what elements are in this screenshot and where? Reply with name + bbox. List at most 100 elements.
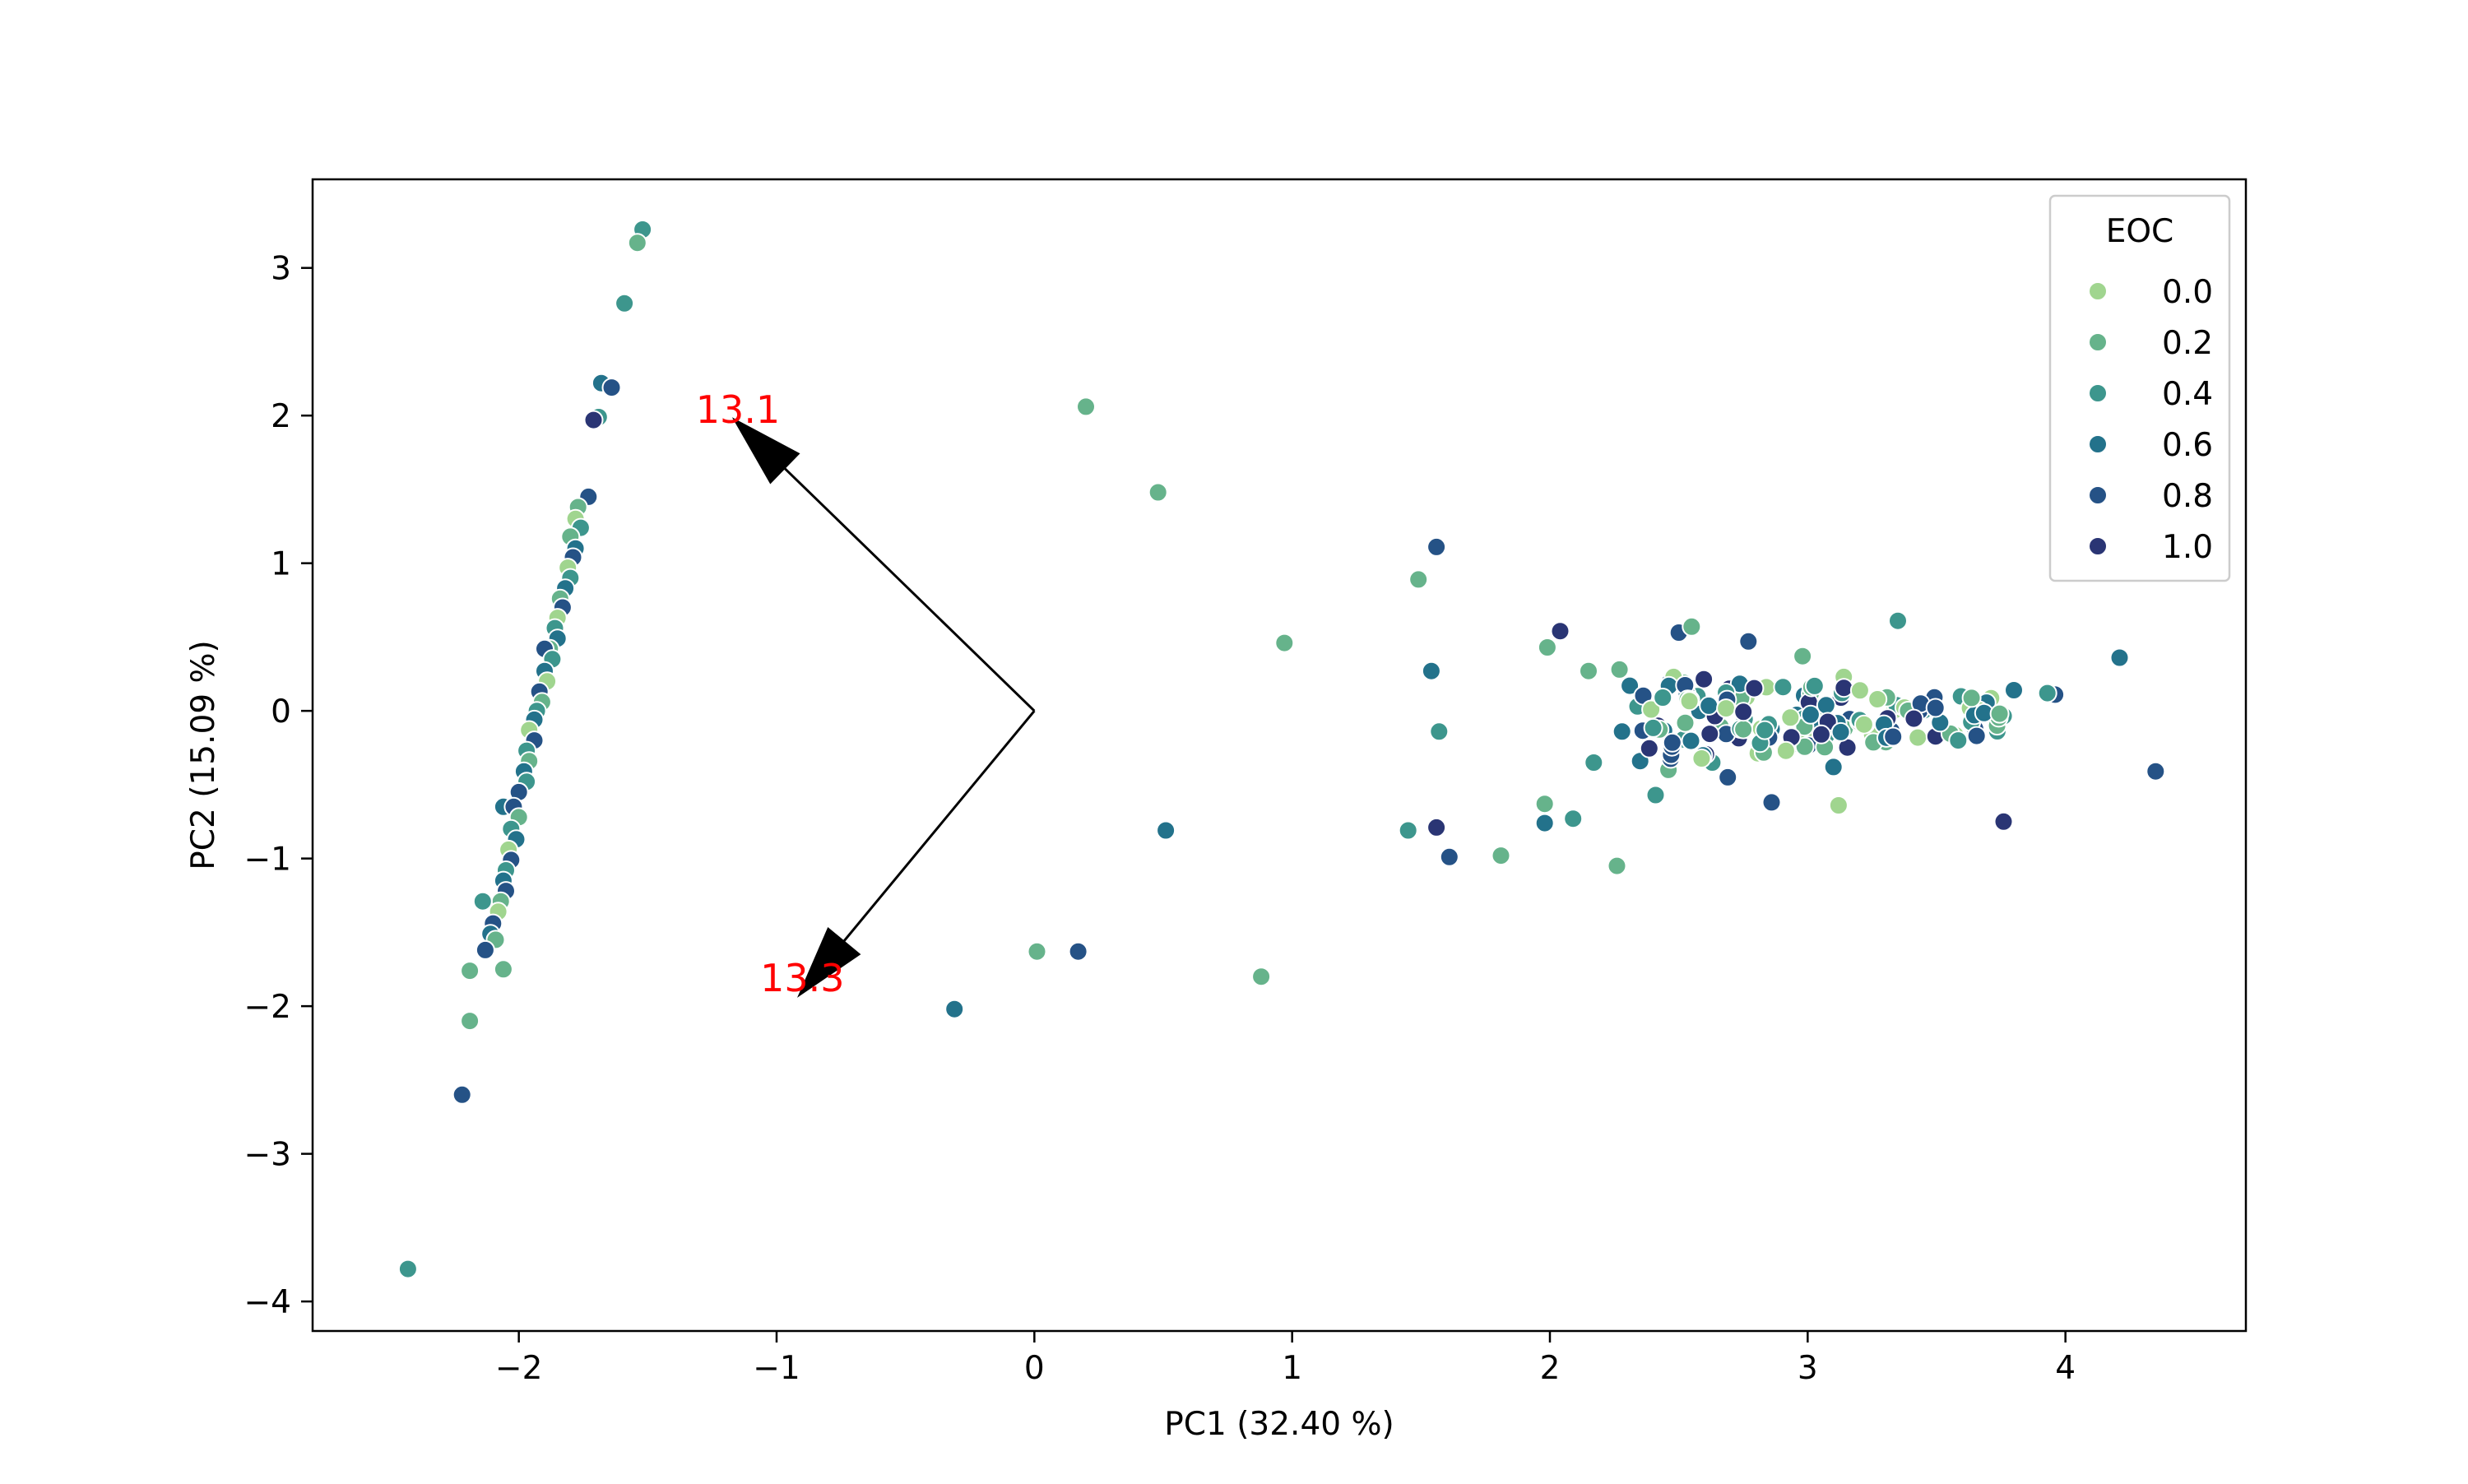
data-point: [1716, 698, 1737, 719]
data-point: [1537, 638, 1557, 657]
data-point: [1744, 678, 1765, 698]
data-point: [1534, 813, 1555, 833]
data-point: [1948, 730, 1969, 751]
data-point: [1925, 698, 1946, 718]
data-point: [1867, 689, 1888, 709]
data-point: [1966, 726, 1987, 746]
data-point: [1643, 717, 1663, 738]
y-tick-label: −3: [244, 1137, 292, 1174]
data-point: [1274, 633, 1295, 653]
y-tick-label: 2: [271, 398, 291, 435]
data-point: [452, 1084, 472, 1105]
plot-frame: [311, 178, 2248, 1333]
legend-label: 0.8: [2162, 478, 2213, 515]
data-point: [493, 959, 513, 980]
data-point: [1830, 721, 1851, 742]
x-tick-label: 3: [1798, 1350, 1818, 1387]
data-point: [1853, 714, 1874, 735]
data-point: [2146, 761, 2166, 781]
data-point: [1421, 661, 1441, 681]
data-point: [1398, 820, 1418, 841]
data-point: [1076, 397, 1096, 417]
data-point: [1811, 724, 1831, 744]
data-point: [2037, 683, 2057, 703]
data-point: [601, 378, 622, 398]
y-tick-label: 3: [271, 251, 291, 288]
data-point: [1612, 721, 1632, 742]
data-point: [1733, 719, 1754, 740]
data-point: [1823, 757, 1844, 777]
x-axis: −2 −1 0 1 2 3 4: [495, 1331, 2076, 1387]
legend-marker: [2088, 434, 2108, 454]
data-point: [472, 891, 493, 911]
data-point: [1427, 817, 1447, 837]
data-point: [944, 999, 965, 1019]
data-point: [1579, 661, 1598, 681]
data-point: [1408, 569, 1429, 590]
points-layer: [397, 220, 2166, 1279]
data-point: [1755, 720, 1775, 740]
data-point: [1699, 695, 1719, 716]
x-tick-label: −1: [753, 1350, 800, 1387]
loading-arrow-head: [731, 417, 800, 485]
data-point: [1989, 703, 2010, 724]
data-point: [1828, 795, 1849, 815]
y-axis: −4 −3 −2 −1 0 1 2 3: [244, 251, 313, 1321]
data-point: [1148, 482, 1168, 503]
data-point: [1681, 730, 1701, 751]
data-point: [1662, 732, 1682, 753]
legend-label: 1.0: [2162, 529, 2213, 566]
x-tick-label: 1: [1282, 1350, 1302, 1387]
data-point: [1068, 941, 1088, 962]
data-point: [1679, 691, 1700, 712]
data-point: [1888, 610, 1908, 631]
data-point: [1793, 646, 1813, 666]
data-point: [1904, 708, 1924, 729]
data-point: [460, 1011, 480, 1032]
data-point: [1491, 846, 1511, 866]
y-tick-label: −4: [244, 1284, 292, 1321]
data-point: [1429, 721, 1450, 742]
data-point: [1761, 792, 1782, 813]
data-point: [1800, 704, 1821, 725]
data-point: [1156, 820, 1176, 841]
data-point: [1427, 536, 1447, 557]
loading-label: 13.3: [760, 956, 844, 1000]
data-point: [1780, 707, 1801, 728]
data-point: [1534, 794, 1555, 814]
x-axis-label: PC1 (32.40 %): [1164, 1406, 1394, 1443]
data-point: [1550, 621, 1570, 642]
data-point: [1961, 688, 1982, 708]
x-tick-label: 2: [1540, 1350, 1561, 1387]
legend-marker: [2088, 536, 2108, 556]
legend-marker: [2088, 281, 2108, 301]
legend-label: 0.6: [2162, 427, 2213, 464]
y-tick-label: 1: [271, 546, 291, 583]
x-tick-label: 0: [1024, 1350, 1045, 1387]
data-point: [2109, 647, 2130, 668]
data-point: [397, 1259, 418, 1279]
data-point: [2004, 680, 2024, 700]
loading-label: 13.1: [696, 387, 780, 432]
x-tick-label: −2: [495, 1350, 543, 1387]
data-point: [1733, 702, 1754, 722]
data-point: [1439, 846, 1459, 867]
legend-label: 0.0: [2162, 274, 2213, 311]
y-axis-label: PC2 (15.09 %): [185, 640, 222, 870]
data-point: [1849, 680, 1870, 701]
legend: EOC 0.0 0.2 0.4 0.6 0.8 1.0: [2048, 194, 2231, 582]
data-point: [1584, 753, 1604, 772]
data-point: [627, 233, 647, 253]
loading-arrows: 13.1 13.3: [696, 387, 1036, 1000]
data-point: [1718, 767, 1738, 787]
data-point: [1775, 740, 1796, 761]
legend-marker: [2088, 332, 2108, 352]
data-point: [475, 939, 495, 960]
y-tick-label: 0: [271, 693, 291, 730]
legend-label: 0.4: [2162, 376, 2213, 413]
data-point: [1682, 616, 1702, 637]
data-point: [1700, 724, 1720, 744]
data-point: [615, 293, 635, 313]
data-point: [460, 961, 480, 981]
